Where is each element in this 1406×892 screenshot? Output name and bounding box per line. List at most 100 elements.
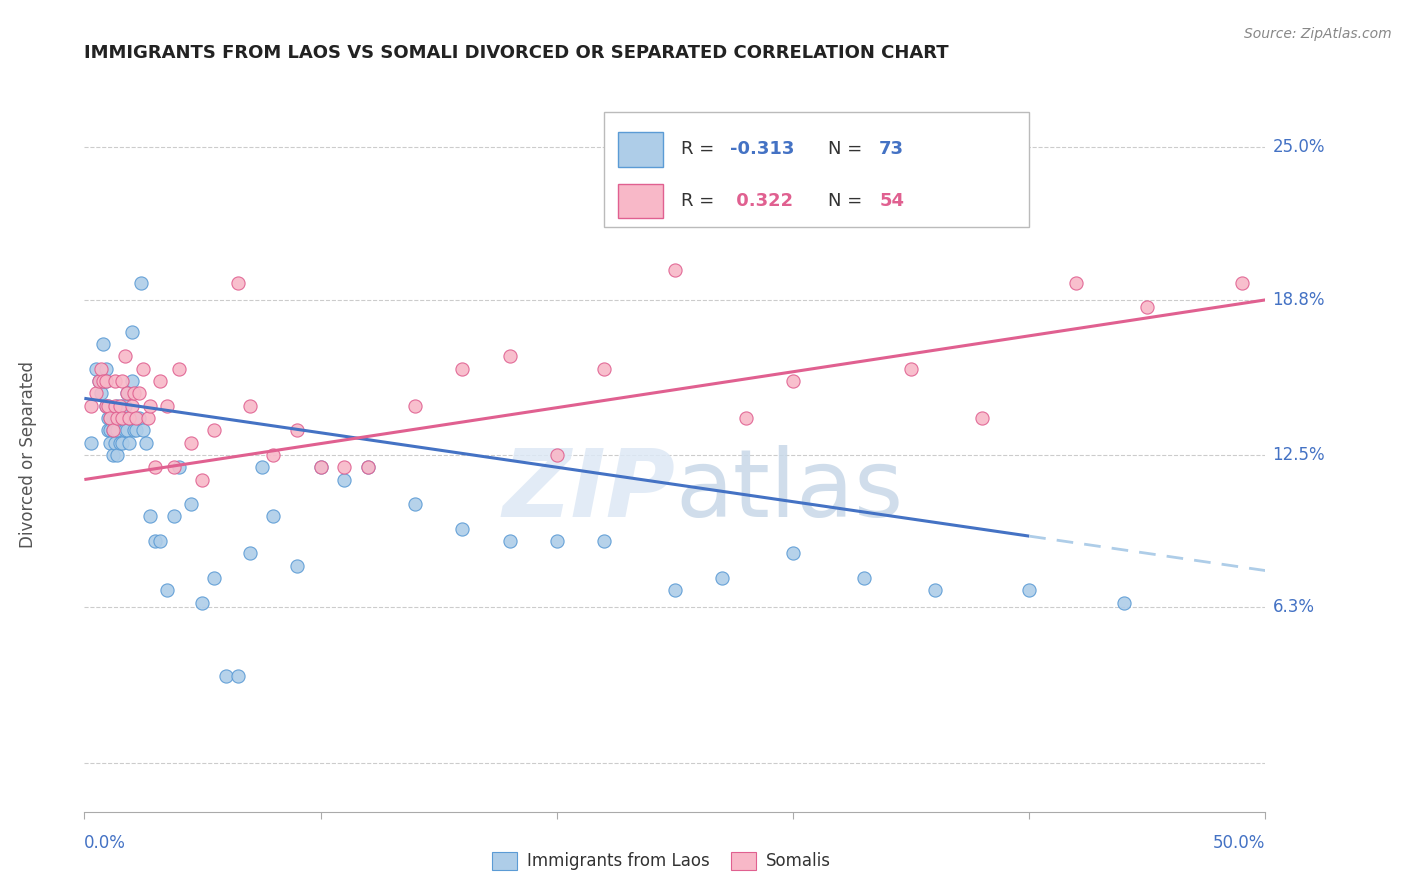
Point (118, 411, 141, 425)
Point (97, 399, 120, 413)
Point (111, 435, 134, 450)
Text: 54: 54 (879, 192, 904, 210)
Point (782, 374, 804, 388)
Point (122, 423, 145, 437)
Point (664, 583, 686, 598)
Text: 73: 73 (879, 141, 904, 159)
Point (451, 522, 474, 536)
Point (111, 411, 134, 425)
Point (333, 473, 356, 487)
Point (104, 399, 127, 413)
Point (115, 386, 138, 401)
Point (1112, 596, 1135, 610)
Point (111, 374, 134, 388)
Point (94, 374, 117, 388)
Point (114, 423, 136, 437)
Text: N =: N = (828, 192, 869, 210)
Point (180, 435, 202, 450)
Point (357, 460, 380, 475)
Point (149, 534, 172, 549)
Point (108, 435, 131, 450)
Point (143, 534, 166, 549)
Point (107, 423, 129, 437)
Point (404, 399, 426, 413)
Point (136, 411, 159, 425)
Point (80, 435, 103, 450)
Point (226, 276, 249, 290)
Point (970, 411, 993, 425)
Point (94, 374, 117, 388)
Point (285, 558, 308, 573)
Point (84, 386, 107, 401)
Point (91, 337, 114, 351)
Point (97, 399, 120, 413)
Point (122, 386, 145, 401)
Point (97, 423, 120, 437)
Point (91, 374, 114, 388)
Point (924, 583, 946, 598)
Text: 12.5%: 12.5% (1272, 446, 1324, 464)
Text: 6.3%: 6.3% (1272, 599, 1315, 616)
Text: 50.0%: 50.0% (1213, 834, 1265, 852)
Point (156, 583, 179, 598)
FancyBboxPatch shape (619, 132, 664, 167)
Point (202, 571, 225, 585)
Point (101, 448, 124, 462)
Point (215, 669, 238, 683)
Point (333, 460, 356, 475)
Point (191, 473, 214, 487)
Point (664, 263, 686, 277)
Point (98, 411, 121, 425)
Point (451, 361, 474, 376)
Point (285, 423, 308, 437)
Point (114, 350, 136, 364)
Text: N =: N = (828, 141, 869, 159)
Point (143, 460, 166, 475)
Point (149, 374, 172, 388)
FancyBboxPatch shape (605, 112, 1029, 227)
Point (101, 423, 124, 437)
Point (309, 460, 332, 475)
Text: 0.322: 0.322 (730, 192, 793, 210)
Point (98, 423, 121, 437)
Point (167, 361, 190, 376)
Point (734, 411, 756, 425)
Point (1066, 276, 1088, 290)
Point (108, 411, 131, 425)
Point (1230, 276, 1253, 290)
Point (118, 435, 141, 450)
Point (84, 361, 107, 376)
Point (104, 374, 127, 388)
Point (156, 399, 179, 413)
Point (546, 534, 568, 549)
Point (226, 669, 249, 683)
Point (91, 374, 114, 388)
Point (104, 423, 127, 437)
Point (129, 276, 152, 290)
Point (132, 423, 155, 437)
Point (111, 399, 134, 413)
Point (118, 411, 141, 425)
Point (104, 435, 127, 450)
Point (132, 361, 155, 376)
Point (125, 423, 148, 437)
Point (101, 411, 124, 425)
Text: 0.0%: 0.0% (84, 834, 127, 852)
FancyBboxPatch shape (619, 184, 664, 218)
Point (900, 361, 922, 376)
Text: Somalis: Somalis (766, 852, 831, 870)
Text: Source: ZipAtlas.com: Source: ZipAtlas.com (1244, 27, 1392, 41)
Point (202, 423, 225, 437)
Text: -0.313: -0.313 (730, 141, 794, 159)
Point (135, 435, 157, 450)
Point (782, 546, 804, 560)
Point (262, 509, 284, 524)
Point (357, 460, 380, 475)
Point (498, 350, 520, 364)
Point (852, 571, 875, 585)
Text: R =: R = (681, 192, 720, 210)
Point (90, 361, 112, 376)
Point (87, 374, 110, 388)
Point (107, 448, 129, 462)
Point (128, 386, 150, 401)
